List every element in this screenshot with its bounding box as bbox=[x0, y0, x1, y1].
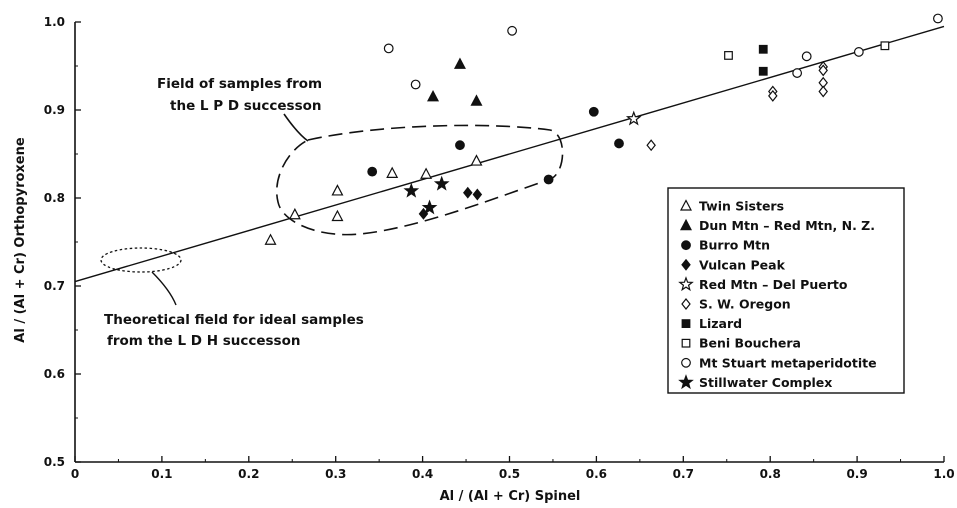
lpd-annotation-line-2: the L P D successon bbox=[170, 98, 322, 114]
data-point bbox=[288, 207, 301, 220]
legend-box bbox=[667, 187, 905, 394]
lpd-annotation-line-1: Field of samples from bbox=[157, 76, 322, 92]
data-point bbox=[933, 13, 943, 24]
data-point bbox=[625, 110, 642, 126]
x-tick-label: 0.5 bbox=[499, 467, 520, 481]
x-tick-label: 1.0 bbox=[933, 467, 954, 481]
data-point bbox=[386, 166, 399, 178]
legend-label: Mt Stuart metaperidotite bbox=[699, 355, 877, 370]
data-point bbox=[470, 154, 483, 166]
legend-label: Stillwater Complex bbox=[699, 375, 832, 390]
data-point bbox=[588, 106, 599, 117]
series-group bbox=[383, 13, 943, 90]
data-point bbox=[331, 184, 344, 196]
data-point bbox=[455, 140, 465, 151]
x-tick-label: 0.7 bbox=[673, 467, 694, 481]
data-point bbox=[264, 233, 277, 245]
series-group bbox=[758, 44, 768, 76]
y-tick-label: 0.7 bbox=[44, 279, 65, 293]
ldh-field-leader bbox=[151, 271, 177, 306]
data-point bbox=[420, 167, 433, 179]
y-tick-label: 0.5 bbox=[44, 455, 65, 469]
legend-marker bbox=[678, 276, 694, 292]
series-group bbox=[264, 154, 483, 245]
data-point bbox=[421, 199, 438, 215]
data-point bbox=[792, 68, 803, 78]
data-point bbox=[801, 51, 812, 62]
data-point bbox=[470, 94, 483, 106]
data-point bbox=[410, 79, 421, 90]
data-point bbox=[768, 89, 778, 102]
data-point bbox=[463, 186, 473, 199]
data-point bbox=[403, 182, 420, 198]
legend-label: Lizard bbox=[699, 316, 742, 331]
legend-marker bbox=[681, 338, 691, 348]
legend-label: Burro Mtn bbox=[699, 238, 770, 253]
y-tick-label: 0.8 bbox=[44, 191, 65, 205]
legend-label: Beni Bouchera bbox=[699, 336, 801, 351]
legend-marker bbox=[681, 258, 691, 271]
data-point bbox=[507, 25, 518, 36]
x-tick-label: 0.8 bbox=[760, 467, 781, 481]
data-point bbox=[543, 174, 554, 185]
y-tick-label: 1.0 bbox=[44, 15, 65, 29]
legend-marker bbox=[681, 298, 691, 310]
legend: Twin Sisters Dun Mtn – Red Mtn, N. Z. Burr… bbox=[667, 187, 905, 394]
series-group bbox=[403, 175, 450, 215]
data-point bbox=[724, 51, 733, 60]
ldh-annotation-line-2: from the L D H successon bbox=[107, 333, 300, 349]
legend-marker bbox=[678, 374, 694, 390]
lpd-field-outline bbox=[275, 124, 564, 236]
series-group bbox=[367, 106, 624, 185]
x-tick-label: 0.1 bbox=[151, 467, 172, 481]
x-tick-label: 0.2 bbox=[238, 467, 259, 481]
data-points bbox=[264, 13, 943, 245]
data-point bbox=[758, 66, 768, 76]
data-point bbox=[818, 64, 828, 77]
legend-marker bbox=[681, 240, 691, 251]
x-tick-label: 0.3 bbox=[325, 467, 346, 481]
legend-marker bbox=[680, 199, 692, 211]
series-group bbox=[427, 57, 483, 106]
x-tick-label: 0.9 bbox=[846, 467, 867, 481]
data-point bbox=[646, 139, 656, 152]
ldh-field-outline bbox=[100, 247, 182, 273]
data-point bbox=[383, 43, 394, 54]
data-point bbox=[367, 166, 378, 177]
lpd-field-leader bbox=[283, 113, 309, 142]
data-point bbox=[758, 44, 768, 54]
legend-label: S. W. Oregon bbox=[699, 297, 791, 312]
data-point bbox=[818, 85, 828, 98]
data-point bbox=[853, 47, 864, 57]
data-point bbox=[472, 188, 483, 201]
y-ticks: 0.5 0.6 0.7 0.8 0.9 1.0 bbox=[44, 15, 81, 469]
legend-marker bbox=[680, 218, 692, 231]
series-group bbox=[724, 41, 890, 60]
legend-label: Twin Sisters bbox=[699, 199, 784, 214]
data-point bbox=[427, 90, 440, 102]
legend-label: Red Mtn – Del Puerto bbox=[699, 277, 848, 292]
data-point bbox=[880, 41, 890, 51]
x-ticks: 0 0.1 0.2 0.3 0.4 0.5 0.6 0.7 0.8 0.9 1.0 bbox=[71, 456, 955, 481]
data-point bbox=[331, 209, 344, 222]
data-point bbox=[453, 57, 466, 69]
legend-label: Dun Mtn – Red Mtn, N. Z. bbox=[699, 218, 875, 233]
x-tick-label: 0.4 bbox=[412, 467, 433, 481]
y-tick-label: 0.9 bbox=[44, 103, 65, 117]
legend-marker bbox=[681, 319, 691, 328]
y-axis-label: Al / (Al + Cr) Orthopyroxene bbox=[13, 137, 28, 343]
x-tick-label: 0 bbox=[71, 467, 79, 481]
series-group bbox=[625, 110, 642, 126]
x-axis-label: Al / (Al + Cr) Spinel bbox=[440, 489, 581, 504]
data-point bbox=[614, 138, 624, 149]
series-group bbox=[646, 60, 828, 152]
y-tick-label: 0.6 bbox=[44, 367, 65, 381]
ldh-annotation-line-1: Theoretical field for ideal samples bbox=[104, 312, 364, 328]
series-group bbox=[418, 186, 483, 220]
legend-marker bbox=[681, 357, 691, 368]
x-tick-label: 0.6 bbox=[586, 467, 607, 481]
data-point bbox=[433, 175, 450, 191]
legend-label: Vulcan Peak bbox=[699, 257, 786, 272]
